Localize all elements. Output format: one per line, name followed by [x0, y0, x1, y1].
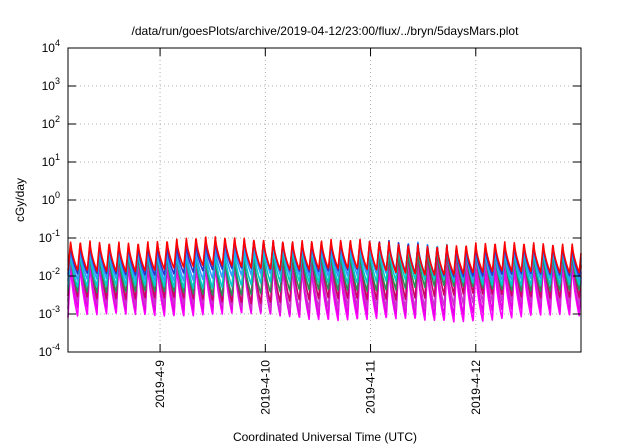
y-tick-label: 10-4 — [39, 342, 60, 359]
chart-title: /data/run/goesPlots/archive/2019-04-12/2… — [132, 24, 520, 38]
x-axis-label: Coordinated Universal Time (UTC) — [233, 430, 417, 444]
plot-series — [67, 236, 582, 323]
x-tick-label: 2019-4-9 — [153, 360, 167, 408]
x-tick-label: 2019-4-12 — [469, 360, 483, 415]
x-tick-label: 2019-4-11 — [364, 360, 378, 414]
y-tick-label: 10-3 — [39, 304, 60, 321]
y-axis: 10-4 10-3 10-2 10-1 100 101 102 103 104 — [39, 38, 581, 359]
y-tick-label: 104 — [42, 38, 60, 55]
x-axis: 2019-4-9 2019-4-10 2019-4-11 2019-4-12 — [153, 48, 483, 415]
series-line-9 — [67, 236, 582, 276]
y-tick-label: 10-2 — [39, 266, 60, 283]
y-tick-label: 102 — [42, 114, 60, 131]
y-tick-label: 10-1 — [39, 228, 60, 245]
y-tick-label: 101 — [42, 152, 60, 169]
y-tick-label: 100 — [42, 190, 60, 207]
y-axis-label: cGy/day — [13, 178, 27, 222]
x-tick-label: 2019-4-10 — [258, 360, 272, 415]
y-tick-label: 103 — [42, 76, 60, 93]
